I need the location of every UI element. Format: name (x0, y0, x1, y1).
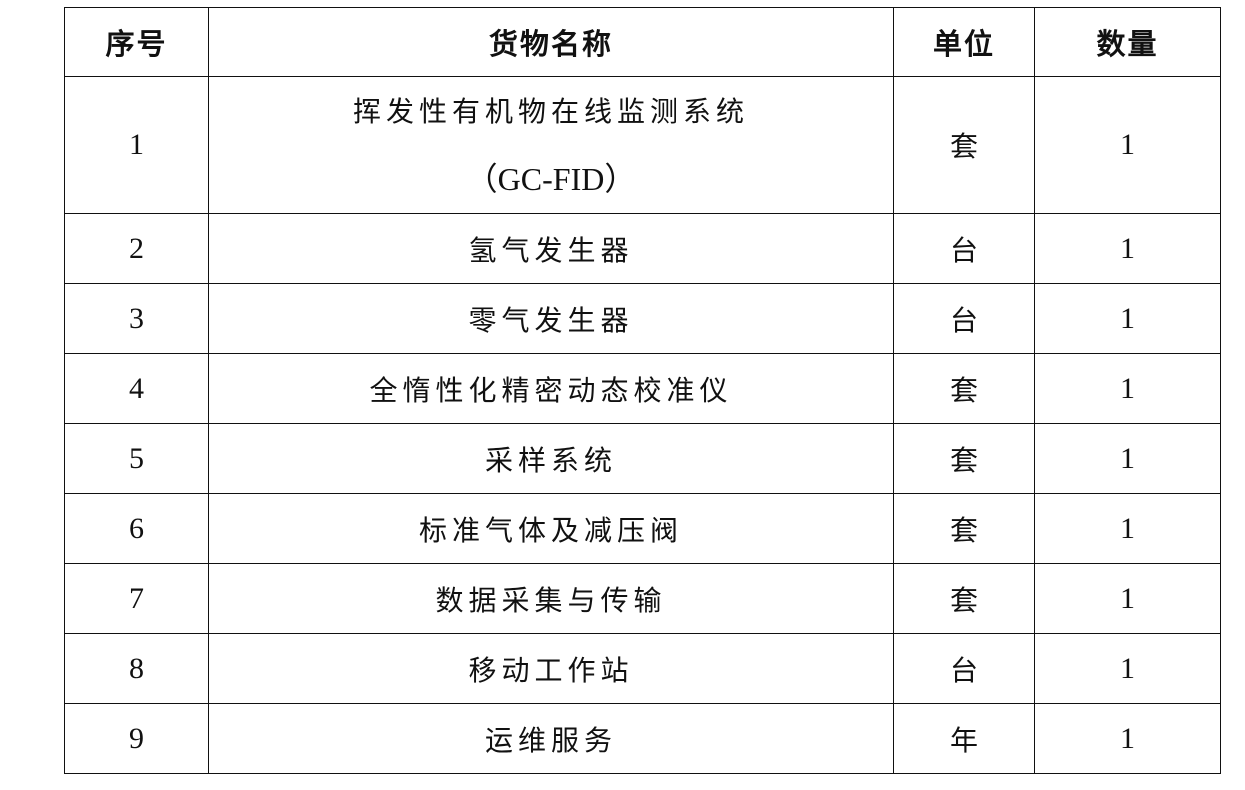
table-row: 3 零气发生器台 1 (64, 283, 1221, 354)
cell-name-line2: （GC-FID） (465, 161, 637, 197)
cell-name: 数据采集与传输 (208, 563, 894, 634)
cell-qty: 1 (1034, 423, 1221, 494)
table-row: 1 挥发性有机物在线监测系统 （GC-FID） 套 1 (64, 76, 1221, 214)
goods-table: 序号 货物名称 单位 数量 1 挥发性有机物在线监测系统 （GC-FID） 套 … (64, 7, 1221, 774)
cell-name: 氢气发生器 (208, 213, 894, 284)
cell-name: 移动工作站 (208, 633, 894, 704)
cell-qty: 1 (1034, 353, 1221, 424)
header-qty: 数量 (1034, 7, 1221, 77)
cell-no: 2 (64, 213, 209, 284)
header-name: 货物名称 (208, 7, 894, 77)
cell-name-line1: 挥发性有机物在线监测系统 (352, 95, 749, 128)
cell-no: 6 (64, 493, 209, 564)
cell-unit: 年 (893, 703, 1035, 774)
table-row: 8 移动工作站台 1 (64, 633, 1221, 704)
cell-qty: 1 (1034, 493, 1221, 564)
table-row: 6 标准气体及减压阀套 1 (64, 493, 1221, 564)
cell-unit: 台 (893, 213, 1035, 284)
cell-no: 7 (64, 563, 209, 634)
cell-no: 5 (64, 423, 209, 494)
table-row: 7 数据采集与传输套 1 (64, 563, 1221, 634)
header-no: 序号 (64, 7, 209, 77)
cell-unit: 套 (893, 423, 1035, 494)
table-row: 4 全惰性化精密动态校准仪套 1 (64, 353, 1221, 424)
cell-qty: 1 (1034, 76, 1221, 214)
cell-qty: 1 (1034, 283, 1221, 354)
cell-no: 4 (64, 353, 209, 424)
cell-unit: 台 (893, 633, 1035, 704)
table-row: 5 采样系统套 1 (64, 423, 1221, 494)
cell-qty: 1 (1034, 703, 1221, 774)
cell-unit: 套 (893, 353, 1035, 424)
cell-unit: 套 (893, 563, 1035, 634)
cell-name: 全惰性化精密动态校准仪 (208, 353, 894, 424)
cell-qty: 1 (1034, 563, 1221, 634)
cell-name: 标准气体及减压阀 (208, 493, 894, 564)
cell-name: 挥发性有机物在线监测系统 （GC-FID） (208, 76, 894, 214)
cell-qty: 1 (1034, 213, 1221, 284)
header-row: 序号 货物名称 单位 数量 (64, 7, 1221, 77)
cell-no: 3 (64, 283, 209, 354)
cell-no: 9 (64, 703, 209, 774)
cell-no: 1 (64, 76, 209, 214)
cell-qty: 1 (1034, 633, 1221, 704)
cell-unit: 套 (893, 493, 1035, 564)
table-row: 9 运维服务年 1 (64, 703, 1221, 774)
cell-no: 8 (64, 633, 209, 704)
header-unit: 单位 (893, 7, 1035, 77)
cell-unit: 台 (893, 283, 1035, 354)
cell-name: 运维服务 (208, 703, 894, 774)
cell-name: 零气发生器 (208, 283, 894, 354)
cell-unit: 套 (893, 76, 1035, 214)
cell-name: 采样系统 (208, 423, 894, 494)
table-row: 2 氢气发生器台 1 (64, 213, 1221, 284)
